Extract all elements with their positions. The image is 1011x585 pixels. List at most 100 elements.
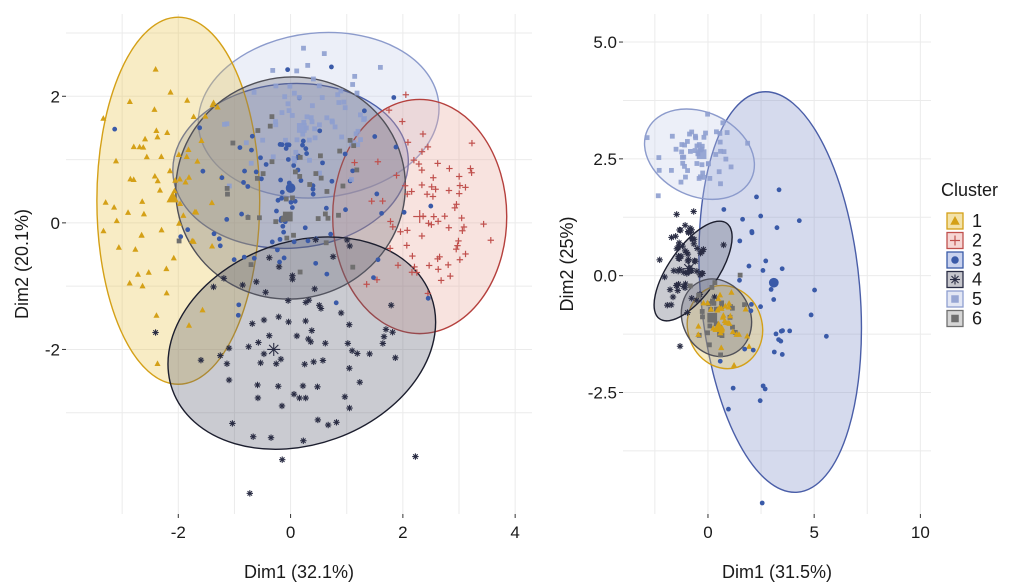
point-cluster-3 xyxy=(289,205,295,210)
point-cluster-3 xyxy=(178,234,184,240)
point-cluster-1 xyxy=(721,317,728,324)
point-cluster-3 xyxy=(371,275,376,280)
point-cluster-6 xyxy=(307,182,313,187)
point-cluster-2 xyxy=(430,174,437,181)
centroid-cluster-4 xyxy=(267,342,281,356)
point-cluster-5 xyxy=(335,92,341,98)
point-cluster-2 xyxy=(424,143,432,151)
point-cluster-4 xyxy=(681,222,689,229)
legend-label: 2 xyxy=(972,231,982,251)
point-cluster-2 xyxy=(403,242,410,249)
point-cluster-1 xyxy=(115,244,122,250)
point-cluster-2 xyxy=(432,186,439,193)
point-cluster-5 xyxy=(332,124,338,130)
point-cluster-5 xyxy=(692,148,698,153)
point-cluster-5 xyxy=(305,62,311,68)
point-cluster-6 xyxy=(700,314,705,320)
point-cluster-3 xyxy=(269,239,275,245)
legend-label: 1 xyxy=(972,211,982,231)
point-cluster-3 xyxy=(726,406,731,412)
point-cluster-5 xyxy=(701,134,707,140)
right-panel: 0 5 10 -2.5 0.0 2.5 5.0 Dim1 (31.5%) Dim2 (25%) xyxy=(557,14,931,582)
point-cluster-2 xyxy=(374,158,382,165)
point-cluster-5 xyxy=(685,168,690,173)
point-cluster-5 xyxy=(251,89,257,95)
point-cluster-3 xyxy=(291,239,297,245)
point-cluster-6 xyxy=(705,330,710,336)
point-cluster-2 xyxy=(418,181,426,189)
point-cluster-6 xyxy=(245,215,251,220)
point-cluster-2 xyxy=(468,169,475,176)
point-cluster-5 xyxy=(279,110,285,116)
point-cluster-4 xyxy=(689,236,696,243)
point-cluster-3 xyxy=(279,195,285,201)
point-cluster-1 xyxy=(210,99,217,106)
point-cluster-2 xyxy=(408,188,415,195)
x-tick-label: 0 xyxy=(703,523,712,542)
point-cluster-5 xyxy=(339,134,345,140)
point-cluster-4 xyxy=(341,393,349,401)
y-axis: -2 0 2 xyxy=(45,87,66,359)
point-cluster-5 xyxy=(683,174,688,180)
point-cluster-5 xyxy=(679,149,685,155)
legend-label: 3 xyxy=(972,250,982,270)
point-cluster-5 xyxy=(669,133,675,139)
point-cluster-3 xyxy=(235,312,241,318)
point-cluster-2 xyxy=(425,262,433,269)
point-cluster-5 xyxy=(226,183,232,189)
point-cluster-1 xyxy=(714,306,721,313)
point-cluster-5 xyxy=(723,156,729,162)
point-cluster-6 xyxy=(283,196,289,202)
point-cluster-3 xyxy=(277,142,283,147)
point-cluster-5 xyxy=(311,76,316,82)
point-cluster-4 xyxy=(302,299,310,306)
x-axis: -2 0 2 4 xyxy=(171,514,520,542)
point-cluster-5 xyxy=(330,119,335,125)
point-cluster-6 xyxy=(324,189,330,194)
point-cluster-1 xyxy=(102,199,109,205)
point-cluster-5 xyxy=(358,112,363,118)
point-cluster-6 xyxy=(269,159,275,165)
point-cluster-3 xyxy=(231,257,237,263)
point-cluster-3 xyxy=(219,175,225,181)
point-cluster-3 xyxy=(778,338,784,344)
point-cluster-2 xyxy=(389,223,396,231)
point-cluster-3 xyxy=(737,277,742,283)
point-cluster-4 xyxy=(245,343,252,350)
point-cluster-2 xyxy=(456,182,464,189)
point-cluster-4 xyxy=(387,302,395,309)
point-cluster-3 xyxy=(333,300,339,306)
point-cluster-4 xyxy=(254,394,262,402)
x-tick-label: -2 xyxy=(171,523,186,542)
point-cluster-5 xyxy=(292,5,297,10)
point-cluster-5 xyxy=(745,140,751,146)
point-cluster-4 xyxy=(275,263,283,271)
point-cluster-5 xyxy=(352,73,358,79)
point-cluster-4 xyxy=(684,309,691,316)
point-cluster-2 xyxy=(385,106,393,114)
point-cluster-6 xyxy=(706,342,712,348)
point-cluster-1 xyxy=(182,178,189,185)
point-cluster-3 xyxy=(323,205,329,211)
point-cluster-3 xyxy=(197,125,203,131)
point-cluster-3 xyxy=(812,287,817,293)
point-cluster-4 xyxy=(275,383,282,390)
point-cluster-4 xyxy=(302,394,309,402)
point-cluster-5 xyxy=(680,160,686,166)
point-cluster-3 xyxy=(242,168,247,174)
point-cluster-3 xyxy=(760,268,766,273)
point-cluster-3 xyxy=(776,187,782,193)
point-cluster-3 xyxy=(324,271,330,277)
point-cluster-4 xyxy=(253,278,260,286)
point-cluster-5 xyxy=(301,119,307,125)
point-cluster-3 xyxy=(730,385,736,391)
point-cluster-4 xyxy=(266,254,273,261)
point-cluster-3 xyxy=(302,225,308,231)
point-cluster-1 xyxy=(170,254,177,261)
point-cluster-4 xyxy=(210,283,217,291)
point-cluster-3 xyxy=(329,64,334,70)
point-cluster-4 xyxy=(225,344,233,352)
point-cluster-3 xyxy=(320,160,325,166)
point-cluster-1 xyxy=(154,177,161,184)
